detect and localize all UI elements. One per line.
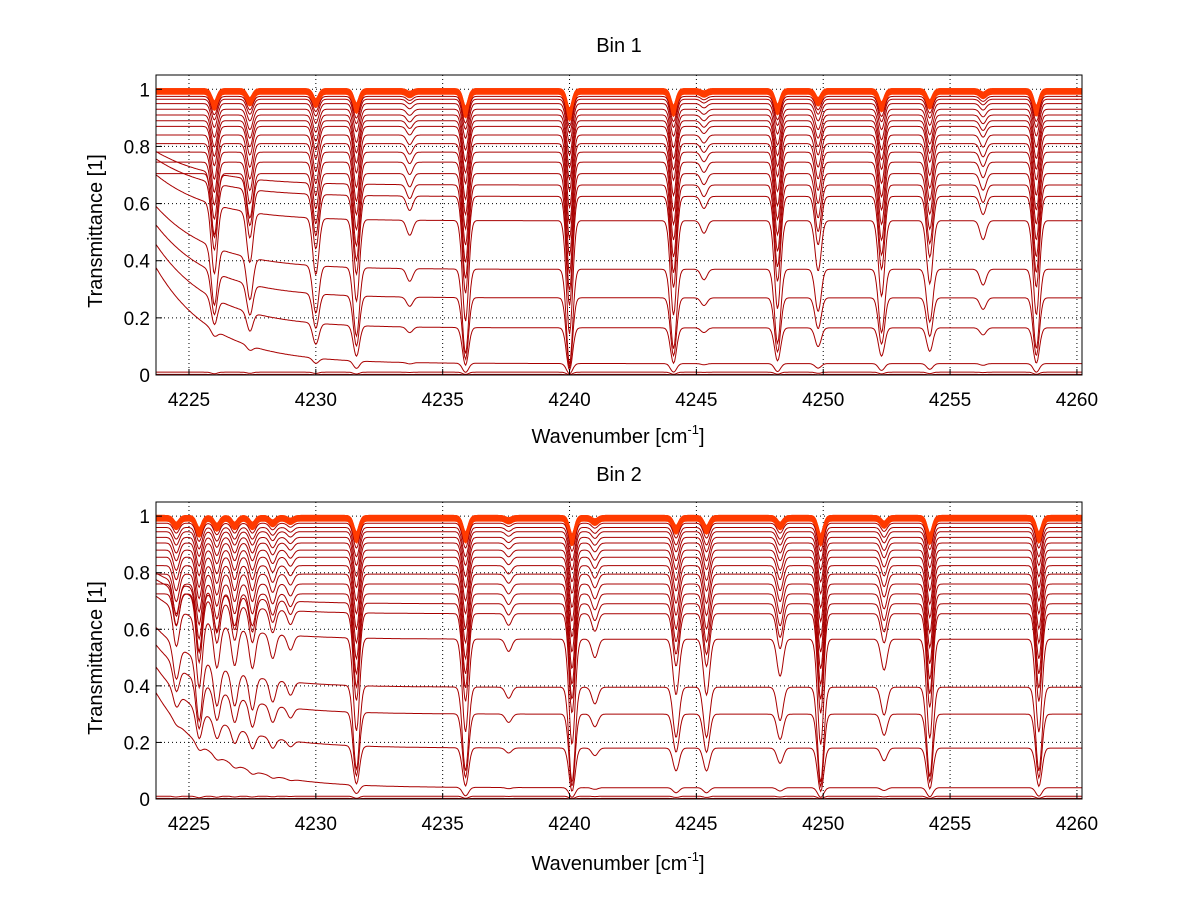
series-line — [155, 158, 1082, 306]
series-line — [155, 205, 1082, 365]
x-tick-label: 4225 — [168, 390, 210, 411]
series-line — [156, 92, 1082, 122]
x-axis-label-text: Wavenumber [cm — [531, 853, 687, 875]
chart-title: Bin 2 — [596, 464, 642, 486]
y-tick-label: 0.6 — [124, 620, 150, 641]
y-tick-label: 0.4 — [124, 677, 151, 698]
series-line — [156, 161, 1082, 256]
series-line — [156, 120, 1082, 181]
axes-frame — [155, 74, 1083, 376]
x-tick-label: 4260 — [1056, 814, 1098, 835]
x-tick-label: 4260 — [1056, 390, 1098, 411]
x-tick-label: 4240 — [548, 390, 590, 411]
series-line — [155, 644, 1082, 789]
panel-bin-1: Bin 1 4225 4230 4235 4240 4245 4250 4255 4260 0 0… — [85, 35, 1098, 448]
series-line — [155, 224, 1082, 370]
x-axis-label: Wavenumber [cm-1] — [531, 422, 704, 448]
x-axis-label-text: Wavenumber [cm — [531, 426, 687, 448]
panel-bin-2: Bin 2 4225 4230 4235 4240 4245 4250 4255 4260 0 0… — [85, 464, 1098, 875]
series-line — [156, 522, 1082, 553]
y-tick-label: 0.6 — [124, 195, 150, 216]
y-tick-label: 0.4 — [124, 252, 151, 273]
y-tick-label: 0.2 — [124, 733, 150, 754]
x-tick-label: 4240 — [548, 814, 590, 835]
x-tick-label: 4245 — [675, 390, 717, 411]
y-axis-label: Transmittance [1] — [85, 581, 107, 735]
y-tick-label: 0.8 — [124, 564, 150, 585]
x-tick-label: 4230 — [295, 814, 337, 835]
series-line — [156, 108, 1082, 157]
series-line — [156, 519, 1082, 547]
series-line — [155, 692, 1082, 798]
series-line — [156, 531, 1082, 572]
series-line — [156, 95, 1082, 128]
series-line — [155, 174, 1082, 335]
y-tick-label: 1 — [139, 507, 150, 528]
series-line — [155, 244, 1082, 372]
y-axis-label: Transmittance [1] — [85, 154, 107, 308]
series-line — [155, 627, 1082, 783]
series-line — [156, 795, 1082, 800]
x-axis-label-tail: ] — [699, 853, 705, 875]
x-tick-label: 4255 — [929, 390, 971, 411]
chart-title: Bin 1 — [596, 35, 642, 57]
x-axis-label: Wavenumber [cm-1] — [531, 849, 704, 875]
series-line — [155, 666, 1082, 793]
series-line — [156, 143, 1082, 224]
series-line — [155, 572, 1082, 700]
series-line — [156, 556, 1082, 624]
x-tick-label: 4230 — [295, 390, 337, 411]
x-axis-label-superscript: -1 — [687, 849, 699, 864]
series-line — [156, 114, 1082, 169]
series-line — [156, 103, 1082, 144]
series-line — [156, 125, 1082, 193]
x-tick-label: 4225 — [168, 814, 210, 835]
plot-area: 4225 4230 4235 4240 4245 4250 4255 4260 0 0.2 0.4 0… — [124, 501, 1098, 835]
x-tick-label: 4235 — [422, 814, 464, 835]
x-tick-label: 4235 — [422, 390, 464, 411]
axes-frame — [155, 501, 1083, 800]
series-line — [156, 593, 1082, 686]
series-line — [156, 98, 1082, 135]
series-line — [156, 542, 1082, 595]
series-line — [156, 565, 1082, 639]
series-line — [156, 151, 1082, 239]
x-tick-label: 4250 — [802, 390, 844, 411]
series-line — [155, 579, 1082, 714]
x-tick-label: 4250 — [802, 814, 844, 835]
y-tick-label: 1 — [139, 80, 150, 101]
x-axis-label-tail: ] — [699, 426, 705, 448]
y-tick-label: 0 — [139, 366, 150, 387]
series-line — [156, 526, 1082, 562]
series-line — [156, 371, 1082, 376]
y-tick-label: 0.2 — [124, 309, 150, 330]
plot-area: 4225 4230 4235 4240 4245 4250 4255 4260 0 0.2 0.4 0… — [124, 74, 1098, 411]
series-line — [156, 583, 1082, 670]
x-tick-label: 4255 — [929, 814, 971, 835]
series-line — [156, 536, 1082, 584]
y-tick-label: 0 — [139, 790, 150, 811]
series-line — [155, 267, 1082, 375]
series-line — [156, 173, 1082, 274]
y-tick-label: 0.8 — [124, 137, 150, 158]
series-line — [156, 134, 1082, 210]
x-tick-label: 4245 — [675, 814, 717, 835]
series-line — [156, 573, 1082, 653]
series-line — [156, 549, 1082, 610]
series-line — [155, 595, 1082, 746]
series-line — [155, 151, 1082, 291]
x-axis-label-superscript: -1 — [687, 422, 699, 437]
